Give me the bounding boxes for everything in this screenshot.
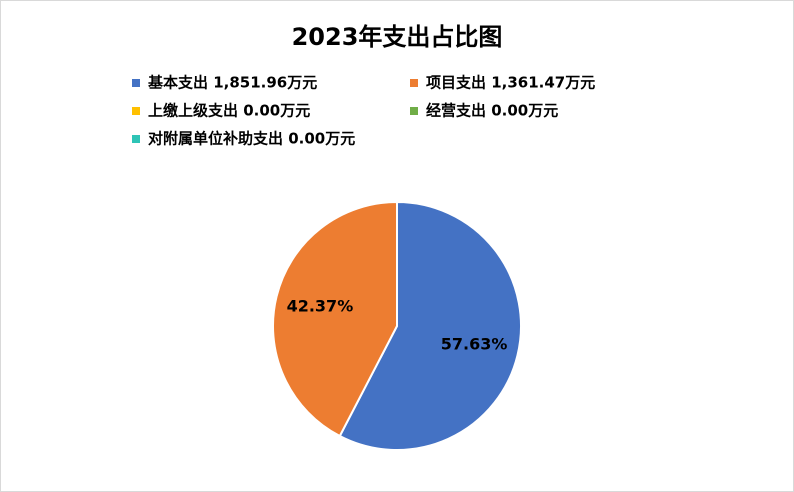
pie-slice <box>338 200 522 451</box>
legend-label: 经营支出 0.00万元 <box>426 102 558 120</box>
legend-marker <box>132 135 140 143</box>
legend-marker <box>132 107 140 115</box>
legend-marker <box>410 79 418 87</box>
legend-marker <box>410 107 418 115</box>
legend-label: 基本支出 1,851.96万元 <box>147 74 317 92</box>
legend-label: 对附属单位补助支出 0.00万元 <box>148 130 355 148</box>
pie-slice <box>272 200 398 438</box>
legend-label: 上缴上级支出 0.00万元 <box>148 102 310 120</box>
chart-title: 2023年支出占比图 <box>292 23 503 51</box>
legend-label: 项目支出 1,361.47万元 <box>426 74 595 92</box>
data-label: 42.37% <box>287 297 354 316</box>
legend-marker <box>132 79 140 87</box>
data-label: 57.63% <box>441 334 508 353</box>
